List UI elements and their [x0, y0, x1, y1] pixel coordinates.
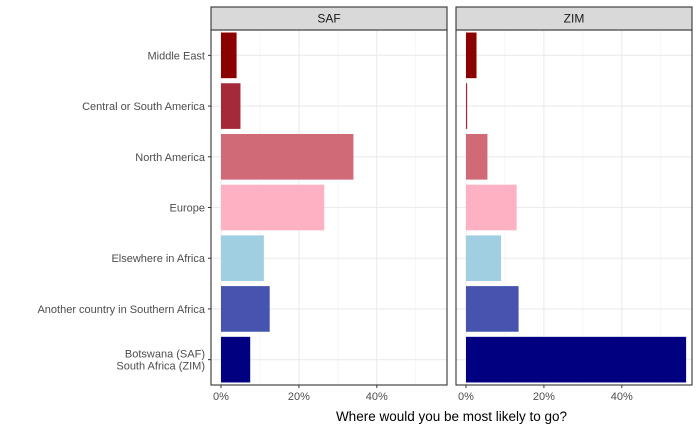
- category-label: North America: [135, 152, 206, 164]
- bar-saf-5: [221, 286, 270, 332]
- bar-zim-5: [466, 286, 519, 332]
- x-tick-label: 40%: [366, 391, 388, 403]
- bar-saf-4: [221, 235, 264, 282]
- category-label: Elsewhere in Africa: [111, 253, 205, 265]
- x-axis-title: Where would you be most likely to go?: [336, 409, 567, 424]
- category-label: South Africa (ZIM): [116, 361, 205, 373]
- bar-saf-6: [221, 336, 251, 383]
- bar-zim-3: [466, 184, 517, 231]
- category-label: Botswana (SAF): [125, 349, 205, 361]
- category-label: Another country in Southern Africa: [37, 304, 205, 316]
- bar-zim-6: [466, 336, 687, 383]
- bar-zim-4: [466, 235, 502, 282]
- x-tick-label: 20%: [288, 391, 310, 403]
- bar-saf-1: [221, 83, 241, 129]
- bar-zim-0: [466, 32, 477, 79]
- bar-saf-3: [221, 184, 325, 231]
- bar-zim-2: [466, 133, 488, 180]
- bar-saf-0: [221, 32, 237, 79]
- facet-strip-label: SAF: [317, 12, 340, 26]
- category-label: Europe: [170, 203, 205, 215]
- facet-strip: [210, 6, 448, 31]
- category-label: Central or South America: [82, 101, 206, 113]
- x-tick-label: 20%: [533, 391, 555, 403]
- bar-saf-2: [221, 133, 354, 180]
- bar-zim-1: [466, 83, 468, 129]
- x-tick-label: 0%: [458, 391, 474, 403]
- panel-zim: ZIM 0% 20% 40%: [455, 6, 693, 403]
- facet-strip-label: ZIM: [564, 12, 585, 26]
- category-label: Middle East: [148, 50, 205, 62]
- x-tick-label: 40%: [611, 391, 633, 403]
- x-tick-label: 0%: [213, 391, 229, 403]
- panel-saf: SAF 0% 20% 40%: [210, 6, 448, 403]
- facet-strip: [455, 6, 693, 31]
